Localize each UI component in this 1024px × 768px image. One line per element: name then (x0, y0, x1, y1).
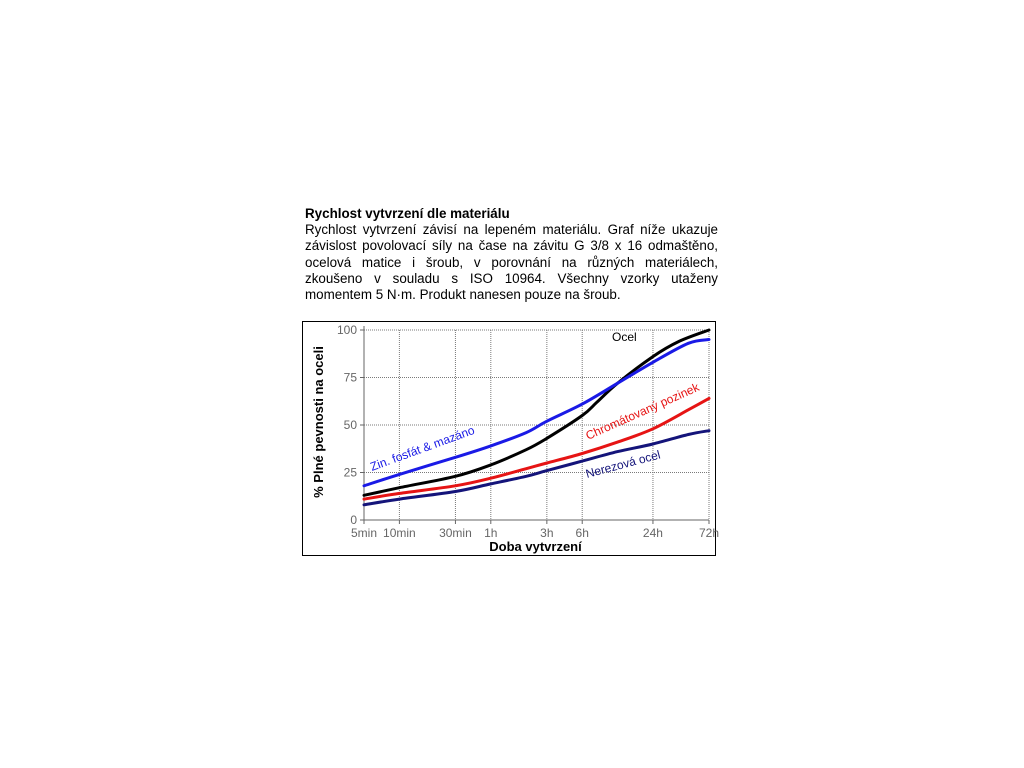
x-tick-label-10min: 10min (383, 526, 416, 540)
article-heading: Rychlost vytvrzení dle materiálu (305, 206, 510, 221)
article-body: Rychlost vytvrzení závisí na lepeném mat… (305, 222, 718, 303)
series-label-ocel: Ocel (612, 330, 637, 344)
article-text: Rychlost vytvrzení dle materiálu Rychlos… (305, 206, 718, 303)
series-line-zin-fosfat-mazano (362, 338, 711, 488)
y-tick-label-100: 100 (337, 323, 357, 337)
x-axis-title: Doba vytvrzení (489, 539, 582, 554)
y-tick-label-25: 25 (344, 466, 358, 480)
series-line-ocel (362, 328, 711, 497)
y-tick-label-75: 75 (344, 371, 358, 385)
x-tick-label-72h: 72h (699, 526, 719, 540)
x-tick-label-30min: 30min (439, 526, 472, 540)
x-tick-label-3h: 3h (540, 526, 553, 540)
series-label-nerezova-ocel: Nerezová ocel (584, 448, 662, 481)
chart-series (362, 328, 711, 507)
y-tick-label-0: 0 (350, 513, 357, 527)
x-tick-label-1h: 1h (484, 526, 497, 540)
y-axis-title: % Plné pevnosti na oceli (311, 346, 326, 498)
series-line-nerezova-ocel (362, 429, 711, 507)
x-tick-label-24h: 24h (643, 526, 663, 540)
x-tick-label-5min: 5min (351, 526, 377, 540)
chart-axes: 5min 10min 30min 1h 3h 6h 24h 72h 0 25 50 75 100 Doba… (311, 323, 719, 554)
x-tick-label-6h: 6h (576, 526, 589, 540)
y-tick-label-50: 50 (344, 418, 358, 432)
series-line-chromatovany-pozinek (362, 396, 711, 501)
